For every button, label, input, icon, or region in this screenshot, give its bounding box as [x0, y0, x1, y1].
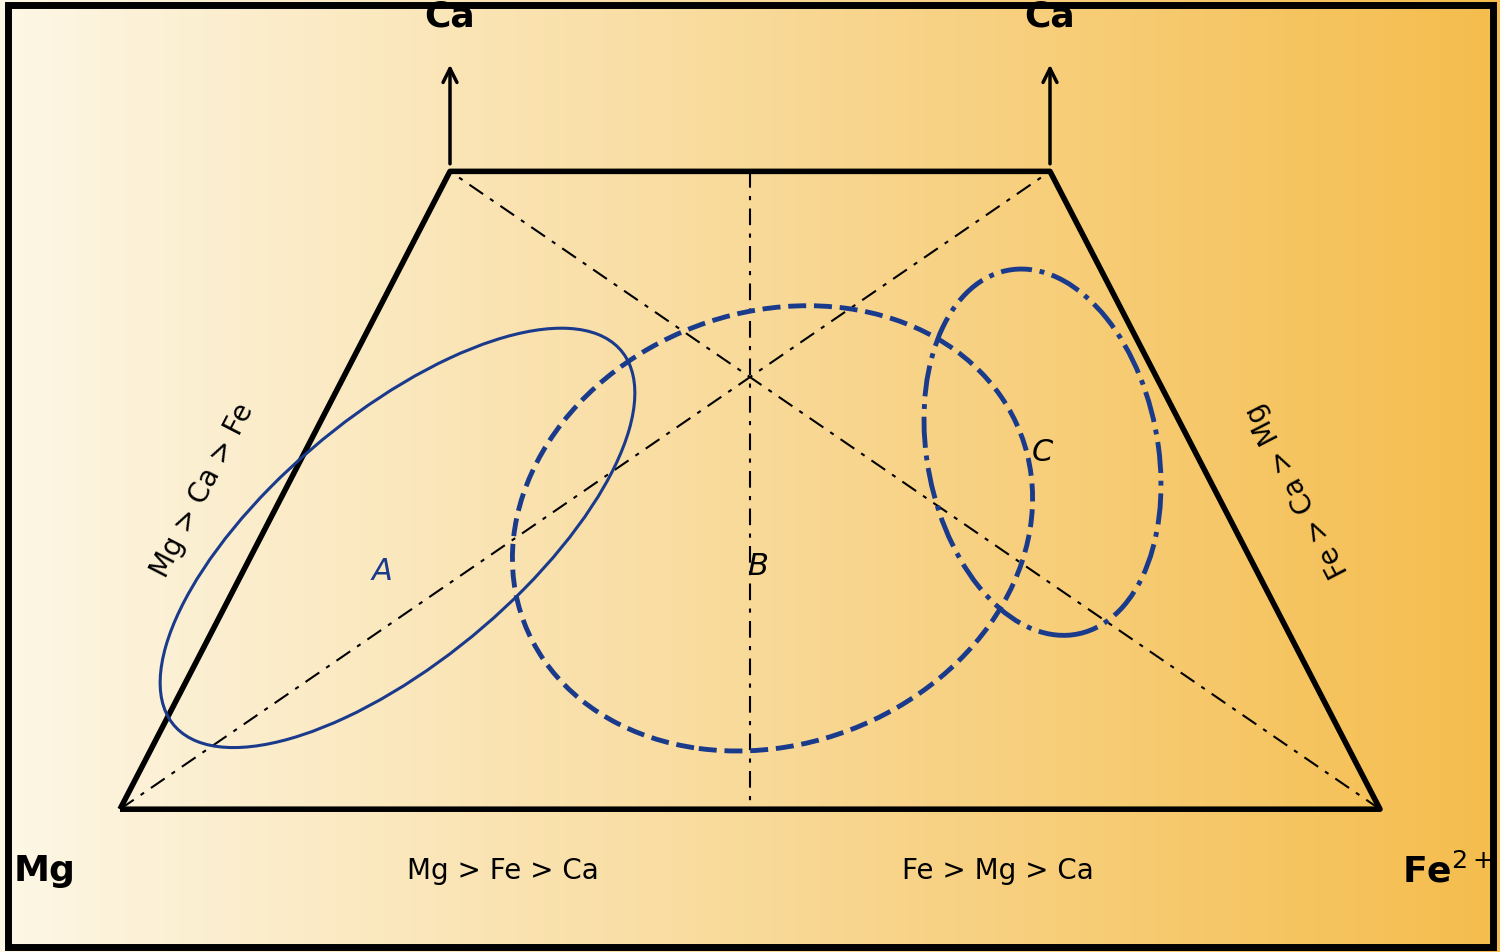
Text: A: A	[372, 557, 393, 585]
Text: Mg: Mg	[13, 854, 76, 888]
Text: Fe > Ca > Mg: Fe > Ca > Mg	[1240, 399, 1354, 582]
Text: Ca: Ca	[424, 0, 476, 33]
Text: B: B	[747, 552, 768, 581]
Text: Mg > Fe > Ca: Mg > Fe > Ca	[406, 857, 598, 885]
Text: Ca: Ca	[1024, 0, 1075, 33]
Text: Fe > Mg > Ca: Fe > Mg > Ca	[902, 857, 1094, 885]
Text: Fe$^{2+}$: Fe$^{2+}$	[1402, 853, 1492, 889]
Text: C: C	[1032, 438, 1053, 466]
Text: Mg > Ca > Fe: Mg > Ca > Fe	[146, 399, 260, 582]
